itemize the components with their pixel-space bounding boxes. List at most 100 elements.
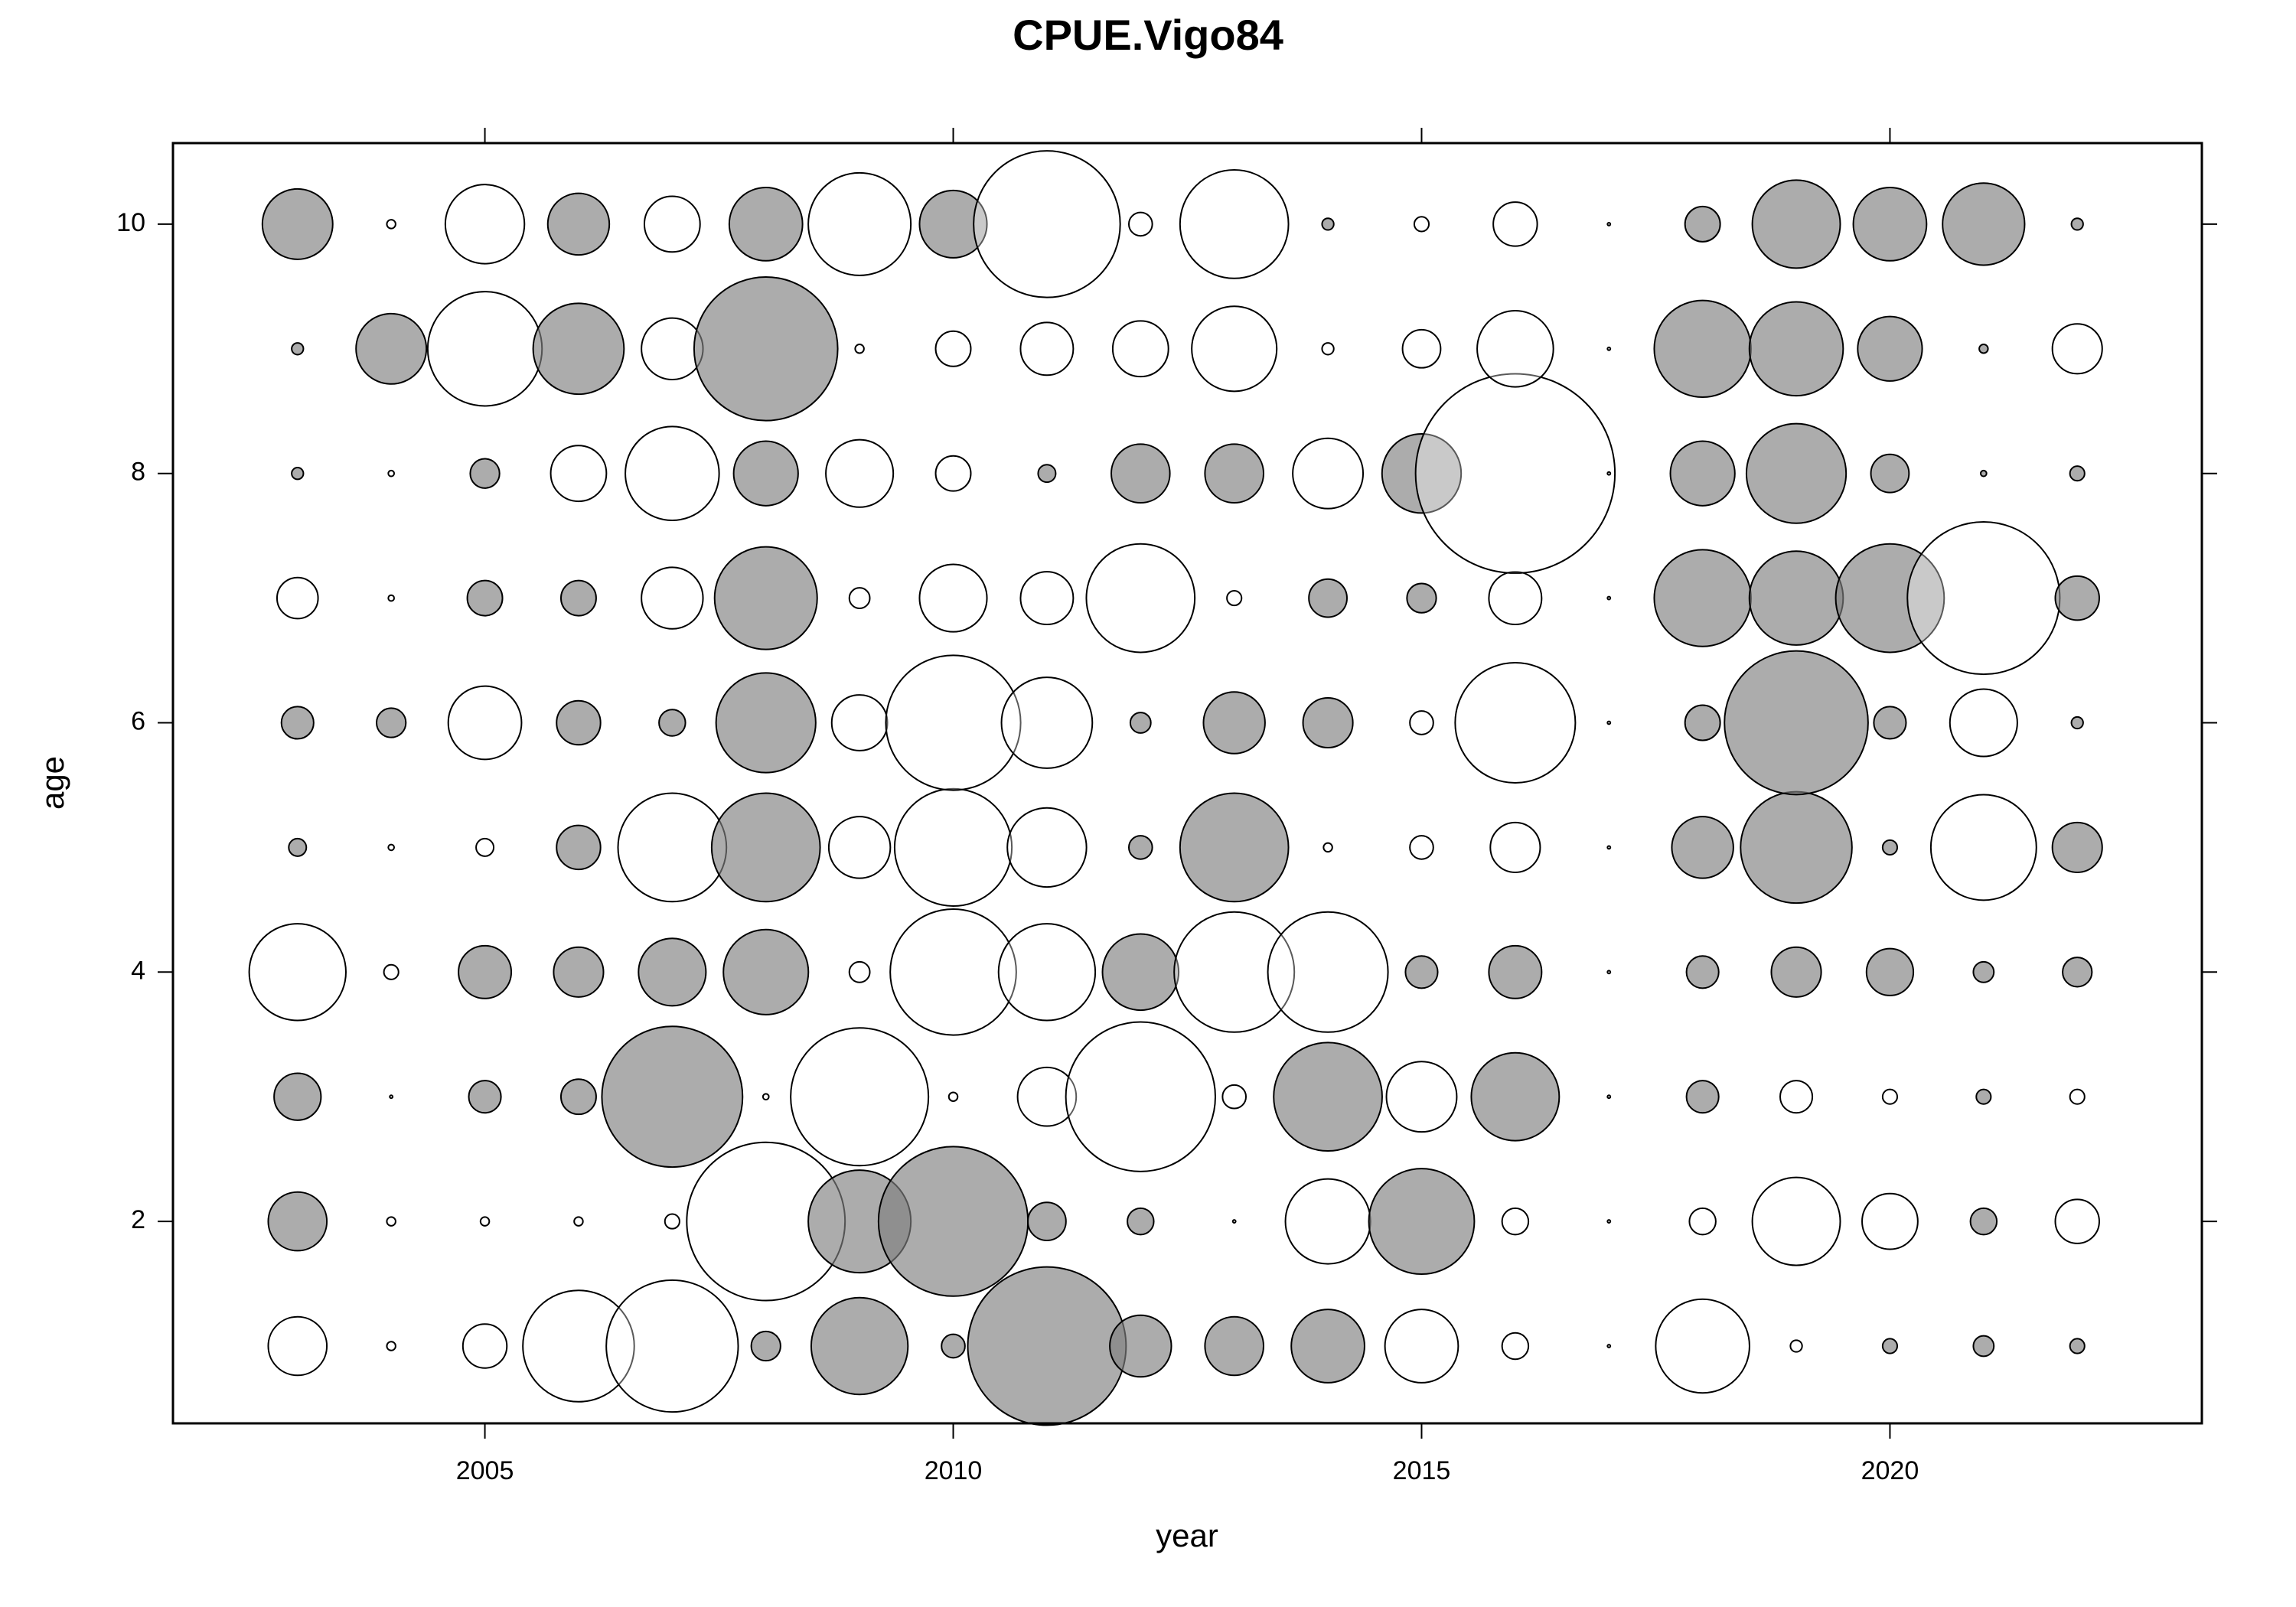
bubble bbox=[1488, 571, 1543, 626]
bubble bbox=[447, 685, 523, 761]
bubble bbox=[2054, 575, 2100, 621]
bubble bbox=[638, 937, 707, 1007]
x-tick-label: 2010 bbox=[925, 1456, 983, 1485]
bubble bbox=[1006, 807, 1088, 888]
bubble bbox=[658, 709, 687, 737]
bubble bbox=[1501, 1332, 1530, 1361]
bubble bbox=[1501, 1207, 1530, 1236]
bubble bbox=[355, 312, 428, 385]
bubble bbox=[715, 672, 817, 774]
bubble bbox=[2054, 1198, 2100, 1244]
chart-title: CPUE.Vigo84 bbox=[1013, 11, 1283, 59]
bubble bbox=[934, 455, 972, 492]
x-tick-label: 2020 bbox=[1861, 1456, 1919, 1485]
bubble bbox=[2069, 465, 2086, 482]
y-axis-label: age bbox=[34, 756, 70, 810]
bubble bbox=[1949, 688, 2018, 758]
bubble bbox=[1873, 706, 1907, 740]
bubble bbox=[889, 908, 1017, 1036]
bubble bbox=[1870, 453, 1910, 494]
bubble bbox=[1204, 1315, 1264, 1377]
bubble bbox=[469, 458, 501, 489]
bubble bbox=[276, 576, 319, 620]
bubble bbox=[1127, 835, 1153, 860]
y-tick-label: 6 bbox=[131, 706, 145, 735]
bubble bbox=[1173, 911, 1296, 1033]
bubble bbox=[762, 1093, 770, 1101]
bubble bbox=[1748, 550, 1844, 646]
bubble bbox=[710, 792, 821, 903]
bubble bbox=[1606, 845, 1612, 850]
bubble bbox=[387, 594, 396, 602]
bubble bbox=[267, 1191, 328, 1252]
bubble bbox=[1179, 169, 1290, 279]
bubble bbox=[1065, 1021, 1216, 1172]
bubble bbox=[827, 816, 892, 879]
bubble bbox=[810, 1296, 909, 1396]
bubble bbox=[1979, 469, 1988, 478]
bubble bbox=[280, 706, 315, 740]
y-tick-label: 2 bbox=[131, 1205, 145, 1234]
bubble bbox=[1414, 373, 1616, 574]
bubble bbox=[550, 445, 608, 503]
bubble bbox=[1381, 432, 1463, 514]
bubble bbox=[2062, 957, 2093, 988]
bubble bbox=[573, 1216, 584, 1227]
bubble bbox=[664, 1213, 680, 1230]
bubble bbox=[1016, 1066, 1078, 1127]
bubble bbox=[1653, 299, 1752, 398]
bubble bbox=[1606, 595, 1612, 601]
bubble bbox=[1606, 1219, 1612, 1224]
bubble bbox=[559, 1078, 597, 1116]
bubble bbox=[1881, 1338, 1899, 1354]
bubble bbox=[1454, 661, 1577, 784]
bubble bbox=[641, 566, 704, 630]
bubble bbox=[1000, 676, 1094, 769]
bubble bbox=[1969, 1207, 1998, 1236]
bubble bbox=[893, 787, 1013, 907]
bubble bbox=[1409, 835, 1434, 860]
bubble bbox=[732, 440, 799, 507]
bubble bbox=[1972, 960, 1995, 983]
bubble bbox=[967, 1266, 1127, 1426]
bubble bbox=[1322, 842, 1333, 853]
bubble bbox=[1606, 1344, 1612, 1348]
bubble bbox=[291, 467, 305, 481]
bubble bbox=[1978, 344, 1989, 354]
bubble bbox=[1606, 720, 1612, 725]
bubble bbox=[1321, 217, 1335, 231]
bubble bbox=[1290, 1309, 1365, 1384]
bubble bbox=[1751, 179, 1841, 269]
bubble bbox=[848, 960, 871, 983]
bubble bbox=[1191, 305, 1278, 393]
y-tick-label: 8 bbox=[131, 458, 145, 487]
bubble bbox=[1267, 911, 1389, 1033]
bubble bbox=[261, 187, 334, 260]
bubble bbox=[387, 843, 396, 852]
bubble bbox=[918, 563, 988, 633]
bubble bbox=[1110, 443, 1171, 504]
bubble bbox=[1972, 1335, 1995, 1358]
bubble bbox=[885, 654, 1022, 791]
bubble bbox=[722, 928, 810, 1015]
bubble bbox=[1861, 1192, 1919, 1250]
bubble bbox=[1179, 792, 1290, 903]
bubble bbox=[376, 707, 407, 738]
bubble bbox=[1127, 211, 1153, 237]
bubble bbox=[1606, 471, 1612, 476]
bubble bbox=[643, 195, 701, 253]
bubble bbox=[1401, 328, 1442, 369]
bubble bbox=[1606, 346, 1612, 351]
bubble bbox=[248, 923, 347, 1022]
bubble bbox=[854, 344, 865, 354]
bubble bbox=[1724, 650, 1869, 796]
bubble bbox=[1413, 216, 1430, 233]
bubble bbox=[728, 187, 804, 262]
bubble bbox=[1865, 947, 1915, 996]
bubble bbox=[693, 275, 839, 422]
bubble bbox=[1606, 970, 1612, 975]
bubble bbox=[532, 302, 625, 396]
bubble bbox=[2069, 1088, 2086, 1105]
bubble bbox=[556, 699, 602, 746]
